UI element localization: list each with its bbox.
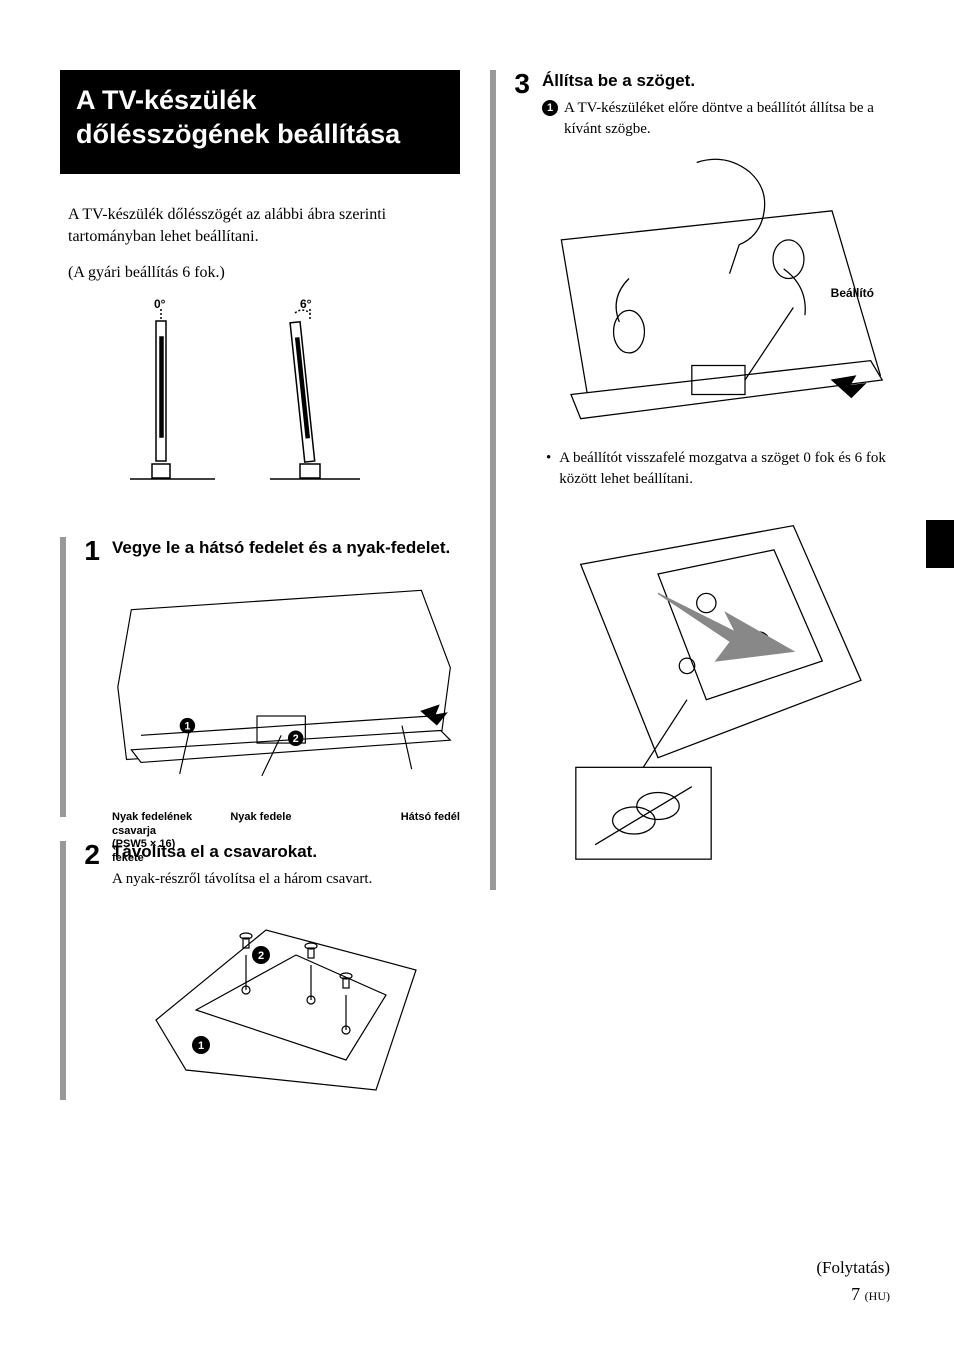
footer-continuation: (Folytatás) [816,1258,890,1278]
svg-text:2: 2 [293,733,299,745]
step-3-sub-text: A TV-készüléket előre döntve a beállítót… [564,98,890,140]
page-number: 7 [851,1284,860,1304]
page-footer: (Folytatás) 7 (HU) [816,1258,890,1305]
svg-text:2: 2 [258,950,264,962]
step-3-bullet: • A beállítót visszafelé mozgatva a szög… [546,448,890,490]
step-3-body: Állítsa be a szöget. 1 A TV-készüléket e… [542,70,890,890]
side-tab-marker [926,520,954,568]
cap-l0: Nyak fedelének [112,811,192,823]
cap-l2: (PSW5 × 16) [112,838,175,850]
step-1-figure: 1 2 Nyak fedelének csavarja (PSW5 × 16) … [112,567,460,807]
intro-line-1: A TV-készülék dőlésszögét az alábbi ábra… [68,204,460,249]
page-lang: (HU) [865,1289,890,1303]
left-column: A TV-készülék dőlésszögének beállítása A… [60,70,460,1124]
section-title-box: A TV-készülék dőlésszögének beállítása [60,70,460,174]
svg-text:1: 1 [184,720,190,732]
step-1: 1 Vegye le a hátsó fedelet és a nyak-fed… [60,537,460,817]
step-1-body: Vegye le a hátsó fedelet és a nyak-fedel… [112,537,460,817]
bullet-dot: • [546,448,551,490]
step-3-substep: 1 A TV-készüléket előre döntve a beállít… [542,98,890,140]
step-2-body: Távolítsa el a csavarokat. A nyak-részrő… [112,841,460,1100]
step-number-2: 2 [78,841,100,1100]
angle-label-6deg: 6° [300,297,311,311]
caption-neck-screw: Nyak fedelének csavarja (PSW5 × 16) feke… [112,811,223,866]
step-bar [490,70,496,890]
right-column: 3 Állítsa be a szöget. 1 A TV-készüléket… [490,70,890,1124]
footer-page-number: 7 (HU) [816,1284,890,1305]
substep-marker-1: 1 [542,100,558,116]
caption-rear-cover: Hátsó fedél [349,811,460,866]
step-bar [60,841,66,1100]
cap3-l0: Hátsó fedél [401,811,460,823]
adjuster-callout-label: Beállító [831,286,874,300]
step-bar [60,537,66,817]
angle-label-0deg: 0° [154,297,165,311]
intro-line-2: (A gyári beállítás 6 fok.) [68,262,460,284]
page-columns: A TV-készülék dőlésszögének beállítása A… [60,70,894,1124]
step-3-bullet-text: A beállítót visszafelé mozgatva a szöget… [559,448,890,490]
step-2-figure: 1 2 [146,900,426,1100]
angle-diagram-svg [120,299,400,499]
step-3-title: Állítsa be a szöget. [542,70,890,92]
step-2: 2 Távolítsa el a csavarokat. A nyak-rész… [60,841,460,1100]
step-3-figure-bottom [542,500,890,880]
cap-l3: fekete [112,852,144,864]
step-2-desc: A nyak-részről távolítsa el a három csav… [112,869,460,890]
step-1-title: Vegye le a hátsó fedelet és a nyak-fedel… [112,537,460,559]
cap2-l0: Nyak fedele [230,811,291,823]
step-3-figure-top: Beállító [542,148,890,438]
step-3: 3 Állítsa be a szöget. 1 A TV-készüléket… [490,70,890,890]
svg-text:1: 1 [198,1040,204,1052]
angle-range-diagram: 0° 6° [120,299,400,509]
cap-l1: csavarja [112,825,156,837]
step-number-3: 3 [508,70,530,890]
section-title: A TV-készülék dőlésszögének beállítása [76,84,444,152]
caption-neck-cover: Nyak fedele [230,811,341,866]
step-number-1: 1 [78,537,100,817]
step-1-caption-row: Nyak fedelének csavarja (PSW5 × 16) feke… [112,811,460,866]
